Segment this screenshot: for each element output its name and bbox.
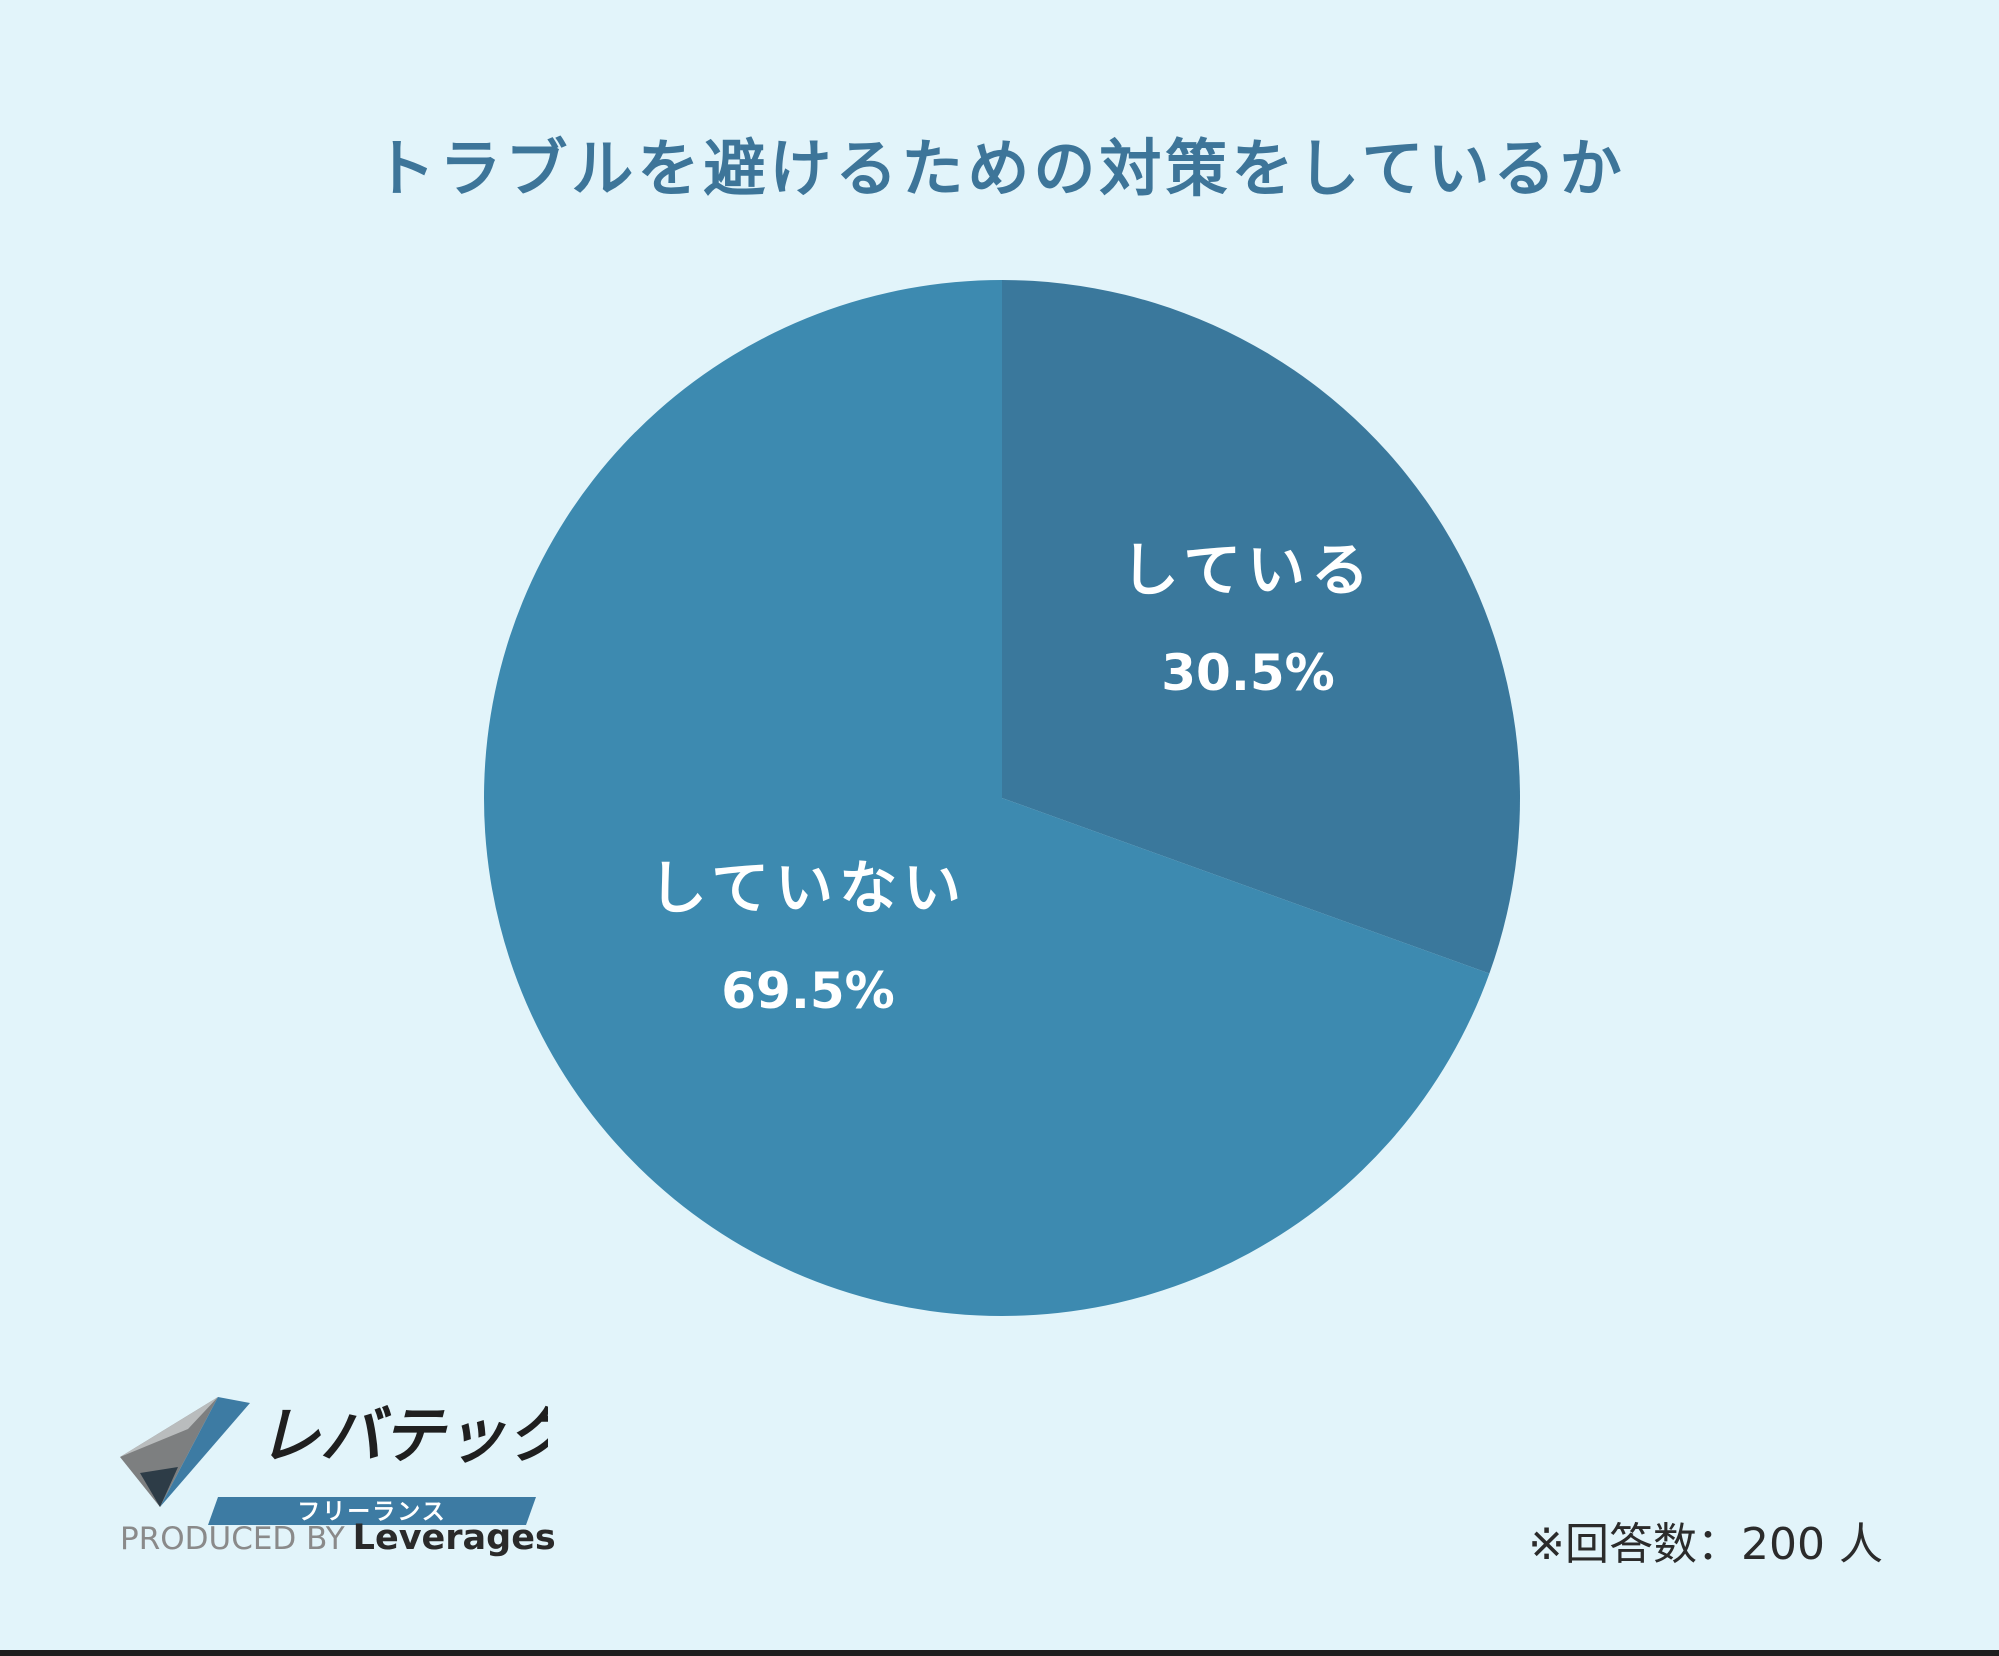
slice-value-2: 69.5%	[721, 962, 894, 1020]
slice-label-2: していない	[649, 854, 967, 922]
produced-by-label: PRODUCED BY	[120, 1521, 345, 1557]
produced-by: PRODUCED BY Leverages	[120, 1518, 556, 1558]
pie-labels: している 30.5% していない 69.5%	[649, 536, 1375, 1020]
slice-label-1: している	[1121, 536, 1375, 604]
levtech-freelance-logo: レバテック フリーランス	[120, 1397, 548, 1525]
respondents-note: ※回答数：200 人	[1528, 1519, 1883, 1570]
pie-slice-2	[483, 280, 1490, 1317]
pie-slices	[483, 280, 1521, 1317]
logo-sub: フリーランス	[297, 1499, 447, 1525]
logo-brand: レバテック	[258, 1399, 548, 1472]
bottom-border	[0, 1650, 1999, 1656]
company-name: Leverages	[352, 1518, 556, 1558]
pie-slice-1	[1002, 280, 1521, 974]
slice-value-1: 30.5%	[1161, 644, 1334, 702]
chart-title: トラブルを避けるための対策をしているか	[373, 132, 1626, 205]
